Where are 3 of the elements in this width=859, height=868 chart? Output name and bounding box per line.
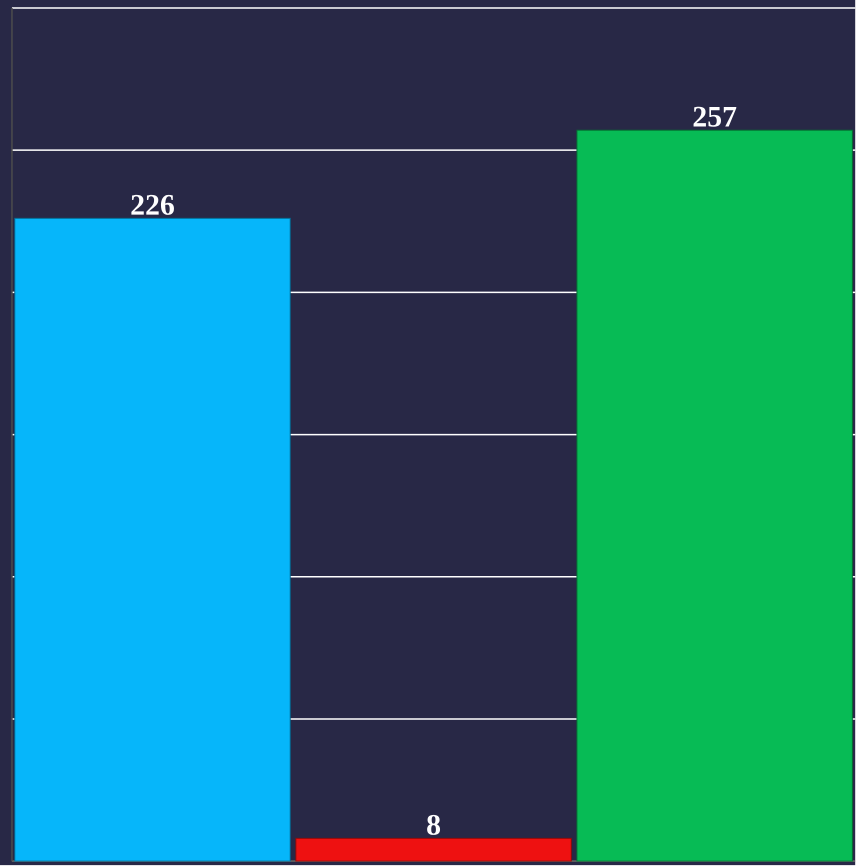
data-label: 8 xyxy=(427,814,440,835)
data-label: 257 xyxy=(694,106,737,127)
data-label: 226 xyxy=(132,194,174,215)
